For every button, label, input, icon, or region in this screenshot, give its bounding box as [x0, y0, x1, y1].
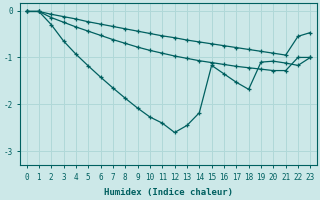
X-axis label: Humidex (Indice chaleur): Humidex (Indice chaleur) [104, 188, 233, 197]
